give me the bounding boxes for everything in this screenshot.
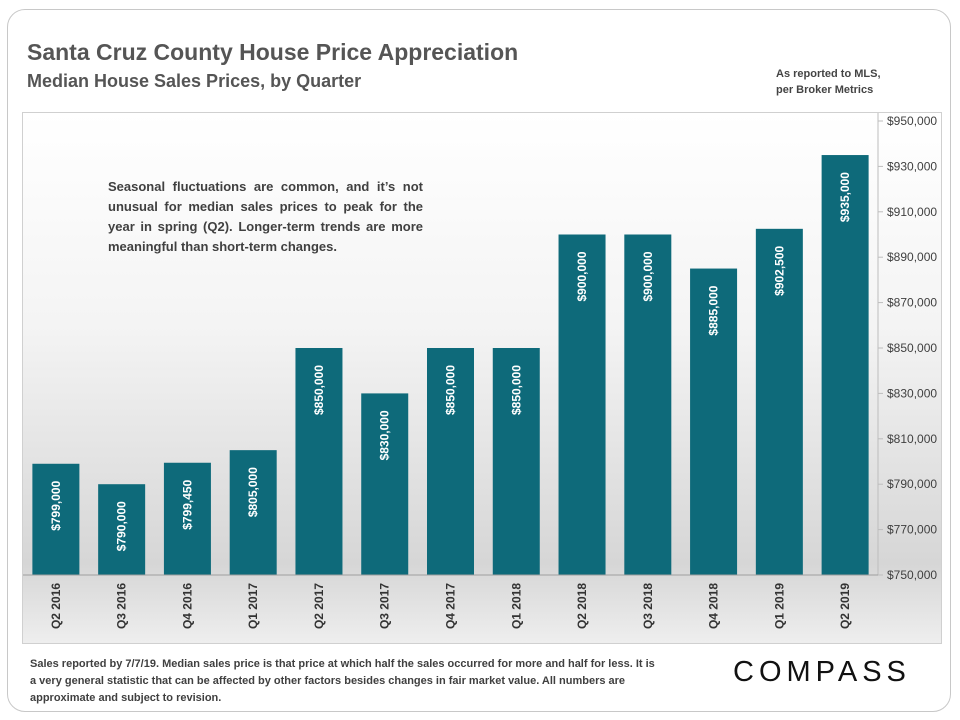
bar — [295, 348, 343, 575]
y-tick-label: $790,000 — [887, 477, 937, 491]
y-tick-label: $850,000 — [887, 341, 937, 355]
bar — [98, 484, 146, 575]
bar-chart: $750,000 $770,000 $790,000 $810,000 $830,000… — [23, 113, 937, 629]
x-category-label: Q4 2017 — [444, 583, 458, 629]
y-tick-label: $930,000 — [887, 159, 937, 173]
bar — [492, 348, 540, 575]
bar — [427, 348, 474, 575]
y-tick-label: $890,000 — [887, 250, 937, 264]
bar-data-label: $885,000 — [707, 285, 721, 335]
bar-data-label: $805,000 — [246, 467, 260, 517]
chart-subtitle: Median House Sales Prices, by Quarter — [27, 71, 362, 91]
x-category-label: Q2 2017 — [312, 583, 326, 629]
bar — [163, 462, 211, 575]
x-category-label: Q4 2018 — [707, 583, 721, 629]
x-category-label: Q1 2019 — [772, 583, 786, 629]
y-tick-label: $750,000 — [887, 568, 937, 582]
bar-data-label: $799,450 — [180, 479, 194, 529]
bar-data-label: $830,000 — [378, 410, 392, 460]
chart-title: Santa Cruz County House Price Appreciati… — [27, 39, 519, 65]
source-note: As reported to MLS, per Broker Metrics — [776, 66, 881, 98]
bar-data-label: $799,000 — [49, 480, 63, 530]
x-category-label: Q3 2017 — [378, 583, 392, 629]
x-category-label: Q3 2016 — [115, 583, 129, 629]
source-note-line-2: per Broker Metrics — [776, 84, 874, 96]
bar-data-label: $900,000 — [575, 251, 589, 301]
bar-data-label: $850,000 — [444, 365, 458, 415]
bar — [690, 268, 738, 575]
bar — [361, 393, 409, 575]
bar-data-label: $935,000 — [838, 172, 852, 222]
x-category-label: Q2 2016 — [49, 583, 63, 629]
x-category-label: Q2 2018 — [575, 583, 589, 629]
compass-logo: COMPASS — [733, 656, 911, 688]
chart-area: $750,000 $770,000 $790,000 $810,000 $830,000… — [22, 112, 942, 644]
y-tick-label: $910,000 — [887, 205, 937, 219]
bar — [229, 450, 277, 575]
bar-data-label: $850,000 — [509, 365, 523, 415]
chart-annotation: Seasonal fluctuations are common, and it… — [108, 179, 423, 254]
bar — [558, 234, 606, 575]
bar-data-label: $900,000 — [641, 251, 655, 301]
y-tick-label: $830,000 — [887, 386, 937, 400]
bar — [32, 463, 80, 575]
footnote: Sales reported by 7/7/19. Median sales p… — [30, 658, 655, 704]
source-note-line-1: As reported to MLS, — [776, 68, 881, 80]
bar — [821, 155, 869, 576]
y-tick-label: $770,000 — [887, 523, 937, 537]
bar-data-label: $790,000 — [115, 501, 129, 551]
bar-data-label: $902,500 — [772, 245, 786, 295]
x-category-label: Q1 2017 — [246, 583, 260, 629]
y-tick-label: $810,000 — [887, 432, 937, 446]
bar — [624, 234, 672, 575]
x-category-label: Q1 2018 — [509, 583, 523, 629]
bar — [755, 228, 803, 575]
x-category-label: Q3 2018 — [641, 583, 655, 629]
bar-data-label: $850,000 — [312, 365, 326, 415]
x-category-label: Q2 2019 — [838, 583, 852, 629]
y-tick-label: $870,000 — [887, 296, 937, 310]
x-category-label: Q4 2016 — [180, 583, 194, 629]
y-tick-label: $950,000 — [887, 114, 937, 128]
